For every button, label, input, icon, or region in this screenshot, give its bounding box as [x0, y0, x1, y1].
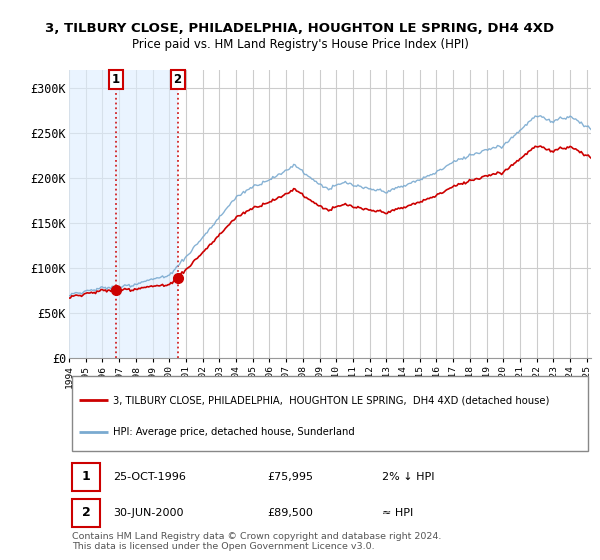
- Text: ≈ HPI: ≈ HPI: [382, 508, 413, 518]
- Text: 30-JUN-2000: 30-JUN-2000: [113, 508, 184, 518]
- Text: 25-OCT-1996: 25-OCT-1996: [113, 472, 186, 482]
- Bar: [116, 70, 178, 358]
- Text: HPI: Average price, detached house, Sunderland: HPI: Average price, detached house, Sund…: [113, 427, 355, 437]
- Bar: [69, 70, 116, 358]
- Text: £89,500: £89,500: [268, 508, 313, 518]
- Text: Contains HM Land Registry data © Crown copyright and database right 2024.
This d: Contains HM Land Registry data © Crown c…: [71, 532, 441, 551]
- Text: 3, TILBURY CLOSE, PHILADELPHIA,  HOUGHTON LE SPRING,  DH4 4XD (detached house): 3, TILBURY CLOSE, PHILADELPHIA, HOUGHTON…: [113, 395, 550, 405]
- Text: 2% ↓ HPI: 2% ↓ HPI: [382, 472, 434, 482]
- Text: 2: 2: [173, 73, 182, 86]
- Text: 2: 2: [82, 506, 91, 520]
- FancyBboxPatch shape: [71, 463, 100, 491]
- Text: 1: 1: [112, 73, 120, 86]
- FancyBboxPatch shape: [71, 498, 100, 527]
- FancyBboxPatch shape: [71, 376, 589, 451]
- Bar: [69, 70, 116, 358]
- Text: 1: 1: [82, 470, 91, 483]
- Text: £75,995: £75,995: [268, 472, 313, 482]
- Text: Price paid vs. HM Land Registry's House Price Index (HPI): Price paid vs. HM Land Registry's House …: [131, 38, 469, 50]
- Text: 3, TILBURY CLOSE, PHILADELPHIA, HOUGHTON LE SPRING, DH4 4XD: 3, TILBURY CLOSE, PHILADELPHIA, HOUGHTON…: [46, 22, 554, 35]
- Bar: [116, 70, 178, 358]
